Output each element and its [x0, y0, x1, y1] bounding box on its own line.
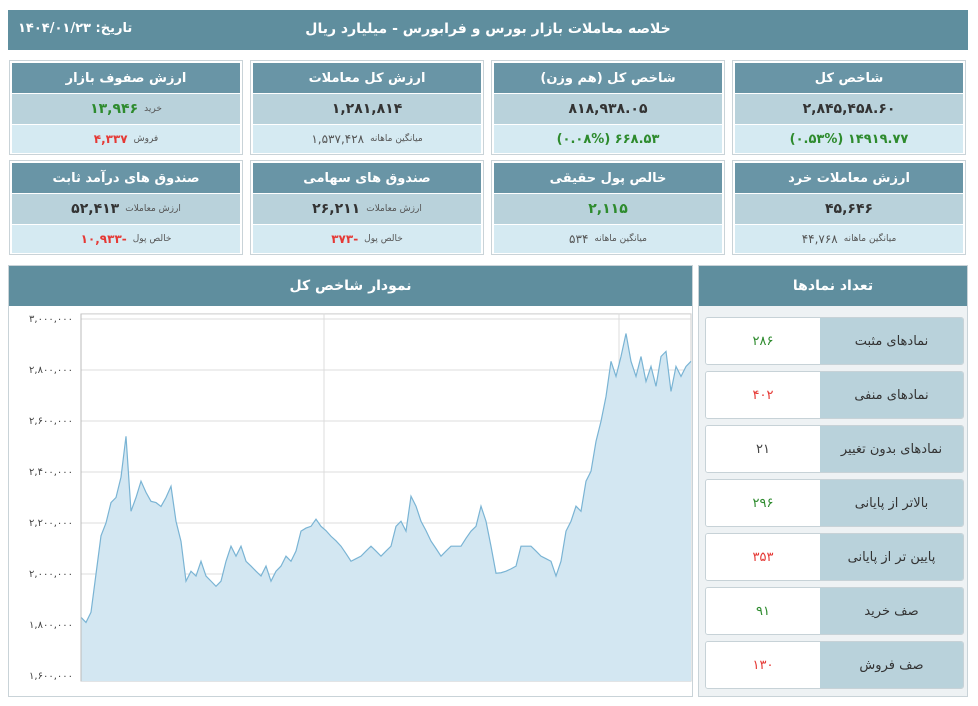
- symbol-count: ۱۳۰: [706, 642, 820, 688]
- header-title: خلاصه معاملات بازار بورس و فرابورس - میل…: [305, 21, 671, 37]
- symbol-row: نمادهای بدون تغییر ۲۱: [705, 425, 964, 473]
- card-sub-row: فروش ۴,۳۳۷: [12, 125, 240, 153]
- symbol-row: بالاتر از پایانی ۲۹۶: [705, 479, 964, 527]
- y-tick-label: ۲,۶۰۰,۰۰۰: [29, 416, 73, 427]
- symbol-label: پایین تر از پایانی: [820, 534, 963, 580]
- card-sub-row: ۱۴۹۱۹.۷۷ (۰.۵۳%): [735, 125, 963, 153]
- symbol-count: ۲۹۶: [706, 480, 820, 526]
- symbol-row: نمادهای منفی ۴۰۲: [705, 371, 964, 419]
- stat-card: صندوق های سهامی ارزش معاملات ۲۶,۲۱۱ خالص پو…: [250, 160, 484, 255]
- header-bar: خلاصه معاملات بازار بورس و فرابورس - میل…: [8, 10, 968, 50]
- symbol-label: بالاتر از پایانی: [820, 480, 963, 526]
- card-value-row: خرید ۱۳,۹۴۶: [12, 94, 240, 124]
- card-title: ارزش کل معاملات: [253, 63, 481, 93]
- area-fill: [81, 333, 691, 682]
- symbol-label: نمادهای بدون تغییر: [820, 426, 963, 472]
- card-value-row: ۱,۲۸۱,۸۱۴: [253, 94, 481, 124]
- sub-label: فروش: [133, 134, 159, 144]
- card-value: ۱۳,۹۴۶: [90, 101, 139, 117]
- symbols-panel: تعداد نمادها نمادهای مثبت ۲۸۶ نمادهای منفی…: [698, 265, 968, 697]
- card-value: ۴۵,۶۴۶: [824, 201, 874, 217]
- sub-label: میانگین ماهانه: [594, 234, 647, 244]
- card-sub-value: ۴۴,۷۶۸: [801, 232, 838, 246]
- card-sub-value: ۱۴۹۱۹.۷۷ (۰.۵۳%): [789, 131, 909, 147]
- y-tick-label: ۱,۶۰۰,۰۰۰: [29, 671, 73, 682]
- card-sub-row: میانگین ماهانه ۵۳۴: [494, 225, 722, 253]
- value-label: خرید: [144, 104, 162, 114]
- card-value: ۵۲,۴۱۳: [71, 201, 120, 217]
- symbol-count: ۲۱: [706, 426, 820, 472]
- card-sub-row: خالص پول -۳۷۳: [253, 225, 481, 253]
- card-value-row: ۲,۱۱۵: [494, 194, 722, 224]
- card-sub-row: خالص پول -۱۰,۹۳۳: [12, 225, 240, 253]
- sub-label: میانگین ماهانه: [843, 234, 897, 244]
- chart-panel: نمودار شاخص کل ۱,۶۰۰,۰۰۰ ۱,۸۰۰,۰۰۰ ۲,۰۰۰,۰…: [8, 265, 693, 697]
- y-tick-label: ۱,۸۰۰,۰۰۰: [29, 620, 73, 631]
- card-sub-value: ۴,۳۳۷: [93, 132, 128, 146]
- y-tick-label: ۲,۸۰۰,۰۰۰: [29, 365, 73, 376]
- stat-card: شاخص کل ۲,۸۴۵,۴۵۸.۶۰ ۱۴۹۱۹.۷۷ (۰.۵۳%): [732, 60, 966, 155]
- card-title: شاخص کل: [735, 63, 963, 93]
- stat-card: ارزش کل معاملات ۱,۲۸۱,۸۱۴ میانگین ماهانه ۱,…: [250, 60, 484, 155]
- card-value-row: ۲,۸۴۵,۴۵۸.۶۰: [735, 94, 963, 124]
- card-value: ۲۶,۲۱۱: [312, 201, 361, 217]
- card-sub-row: ۶۶۸.۵۳ (۰.۰۸%): [494, 125, 722, 153]
- symbol-count: ۲۸۶: [706, 318, 820, 364]
- card-title: ارزش صفوف بازار: [12, 63, 240, 93]
- card-sub-value: -۱۰,۹۳۳: [80, 232, 127, 246]
- header-date: تاریخ: ۱۴۰۴/۰۱/۲۳: [18, 21, 133, 36]
- symbol-count: ۳۵۳: [706, 534, 820, 580]
- symbol-label: صف خرید: [820, 588, 963, 634]
- symbol-row: نمادهای مثبت ۲۸۶: [705, 317, 964, 365]
- card-title: شاخص کل (هم وزن): [494, 63, 722, 93]
- stat-card: خالص پول حقیقی ۲,۱۱۵ میانگین ماهانه ۵۳۴: [491, 160, 725, 255]
- card-value: ۲,۸۴۵,۴۵۸.۶۰: [802, 101, 896, 117]
- symbol-label: نمادهای منفی: [820, 372, 963, 418]
- symbol-row: پایین تر از پایانی ۳۵۳: [705, 533, 964, 581]
- y-tick-label: ۲,۰۰۰,۰۰۰: [29, 569, 73, 580]
- card-value: ۸۱۸,۹۳۸.۰۵: [568, 101, 648, 117]
- value-label: ارزش معاملات: [366, 204, 422, 214]
- sub-label: خالص پول: [132, 234, 172, 244]
- stat-card: ارزش معاملات خرد ۴۵,۶۴۶ میانگین ماهانه ۴۴,۷…: [732, 160, 966, 255]
- sub-label: میانگین ماهانه: [370, 134, 423, 144]
- symbol-count: ۹۱: [706, 588, 820, 634]
- chart-title: نمودار شاخص کل: [9, 266, 692, 306]
- stat-card: شاخص کل (هم وزن) ۸۱۸,۹۳۸.۰۵ ۶۶۸.۵۳ (۰.۰۸%): [491, 60, 725, 155]
- card-value-row: ۸۱۸,۹۳۸.۰۵: [494, 94, 722, 124]
- card-value: ۲,۱۱۵: [588, 201, 628, 217]
- y-tick-label: ۲,۴۰۰,۰۰۰: [29, 467, 73, 478]
- card-title: ارزش معاملات خرد: [735, 163, 963, 193]
- y-tick-label: ۲,۲۰۰,۰۰۰: [29, 518, 73, 529]
- area-line: [80, 333, 692, 624]
- card-title: خالص پول حقیقی: [494, 163, 722, 193]
- symbol-label: نمادهای مثبت: [820, 318, 963, 364]
- symbol-count: ۴۰۲: [706, 372, 820, 418]
- sub-label: خالص پول: [364, 234, 403, 244]
- card-sub-value: ۶۶۸.۵۳ (۰.۰۸%): [556, 131, 660, 147]
- card-value-row: ارزش معاملات ۲۶,۲۱۱: [253, 194, 481, 224]
- card-sub-value: ۱,۵۳۷,۴۲۸: [311, 132, 365, 146]
- stat-card: صندوق های درآمد ثابت ارزش معاملات ۵۲,۴۱۳ خا…: [9, 160, 243, 255]
- chart: ۱,۶۰۰,۰۰۰ ۱,۸۰۰,۰۰۰ ۲,۰۰۰,۰۰۰ ۲,۲۰۰,۰۰۰ ۲,۴۰…: [29, 313, 692, 682]
- card-sub-row: میانگین ماهانه ۱,۵۳۷,۴۲۸: [253, 125, 481, 153]
- symbols-title: تعداد نمادها: [699, 266, 967, 306]
- symbol-row: صف خرید ۹۱: [705, 587, 964, 635]
- card-sub-value: -۳۷۳: [331, 232, 359, 246]
- symbol-row: صف فروش ۱۳۰: [705, 641, 964, 689]
- symbol-label: صف فروش: [820, 642, 963, 688]
- card-value: ۱,۲۸۱,۸۱۴: [331, 101, 403, 117]
- card-sub-value: ۵۳۴: [569, 232, 589, 246]
- y-tick-label: ۳,۰۰۰,۰۰۰: [29, 314, 73, 325]
- stat-card: ارزش صفوف بازار خرید ۱۳,۹۴۶ فروش ۴,۳۳۷: [9, 60, 243, 155]
- card-sub-row: میانگین ماهانه ۴۴,۷۶۸: [735, 225, 963, 253]
- card-title: صندوق های درآمد ثابت: [12, 163, 240, 193]
- card-value-row: ۴۵,۶۴۶: [735, 194, 963, 224]
- card-title: صندوق های سهامی: [253, 163, 481, 193]
- card-value-row: ارزش معاملات ۵۲,۴۱۳: [12, 194, 240, 224]
- value-label: ارزش معاملات: [125, 204, 181, 214]
